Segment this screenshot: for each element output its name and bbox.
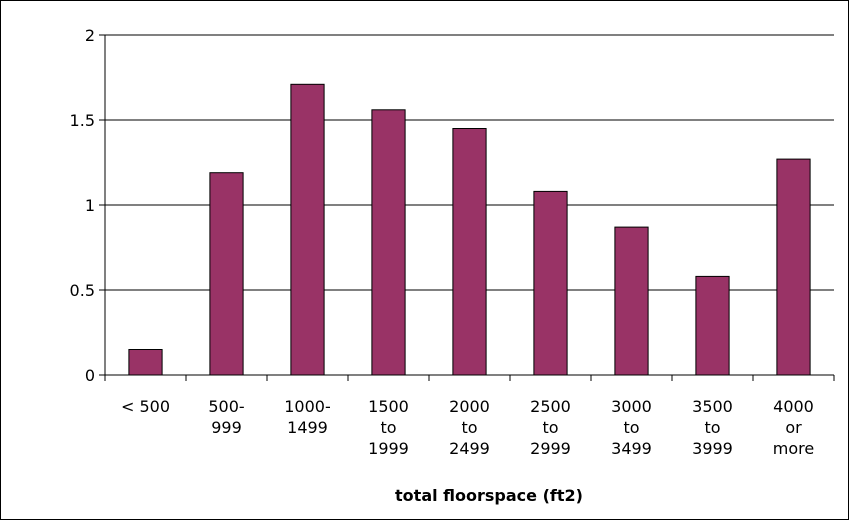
x-tick-label: < 500 <box>121 397 170 416</box>
x-tick-label-line: 3000 <box>611 397 652 416</box>
bar <box>695 275 730 376</box>
x-tick-label: 2000 to 2499 <box>449 397 490 458</box>
x-tick-label-line: < 500 <box>121 397 170 416</box>
x-tick-label-line: 2500 <box>530 397 571 416</box>
bars <box>128 83 811 376</box>
x-tick-label: 500- 999 <box>208 397 244 437</box>
bar <box>371 109 406 376</box>
bar <box>128 349 163 376</box>
x-tick-labels: < 500 500- 999 1000- 1499 1500 to 1999 2000 to 249… <box>121 397 814 458</box>
x-tick-label-line: 3499 <box>611 439 652 458</box>
y-tick-label: 0.5 <box>70 281 95 300</box>
bar <box>209 172 244 376</box>
x-tick-label-line: 3999 <box>692 439 733 458</box>
bar <box>533 190 568 376</box>
bar <box>290 83 325 376</box>
x-tick-label-line: 1500 <box>368 397 409 416</box>
x-tick-label-line: 1999 <box>368 439 409 458</box>
bar <box>614 226 649 376</box>
x-tick-label-line: 999 <box>211 418 242 437</box>
x-tick-label: 1500 to 1999 <box>368 397 409 458</box>
x-tick-label-line: 1000- <box>284 397 331 416</box>
x-tick-label-line: to <box>542 418 558 437</box>
x-tick-label-line: 2000 <box>449 397 490 416</box>
x-tick-label-line: 2999 <box>530 439 571 458</box>
bar <box>452 128 487 376</box>
x-tick-label: 3000 to 3499 <box>611 397 652 458</box>
x-tick-label-line: more <box>773 439 814 458</box>
x-tick-label-line: 500- <box>208 397 244 416</box>
x-tick-label-line: 1499 <box>287 418 328 437</box>
y-tick-label: 2 <box>85 26 95 45</box>
bar <box>776 158 811 376</box>
x-tick-label-line: to <box>623 418 639 437</box>
y-tick-labels: 0 0.5 1 1.5 2 <box>70 26 95 385</box>
x-tick-label-line: to <box>461 418 477 437</box>
x-tick-label-line: 2499 <box>449 439 490 458</box>
x-tick-label: 4000 or more <box>773 397 814 458</box>
x-tick-label-line: to <box>704 418 720 437</box>
x-tick-label-line: 3500 <box>692 397 733 416</box>
x-tick-label-line: to <box>380 418 396 437</box>
axes <box>99 34 835 381</box>
y-tick-label: 0 <box>85 366 95 385</box>
y-tick-label: 1 <box>85 196 95 215</box>
x-tick-label: 2500 to 2999 <box>530 397 571 458</box>
x-tick-label: 3500 to 3999 <box>692 397 733 458</box>
y-tick-label: 1.5 <box>70 111 95 130</box>
x-tick-label: 1000- 1499 <box>284 397 331 437</box>
x-tick-label-line: or <box>785 418 802 437</box>
x-tick-label-line: 4000 <box>773 397 814 416</box>
x-axis-title: total floorspace (ft2) <box>395 486 583 505</box>
